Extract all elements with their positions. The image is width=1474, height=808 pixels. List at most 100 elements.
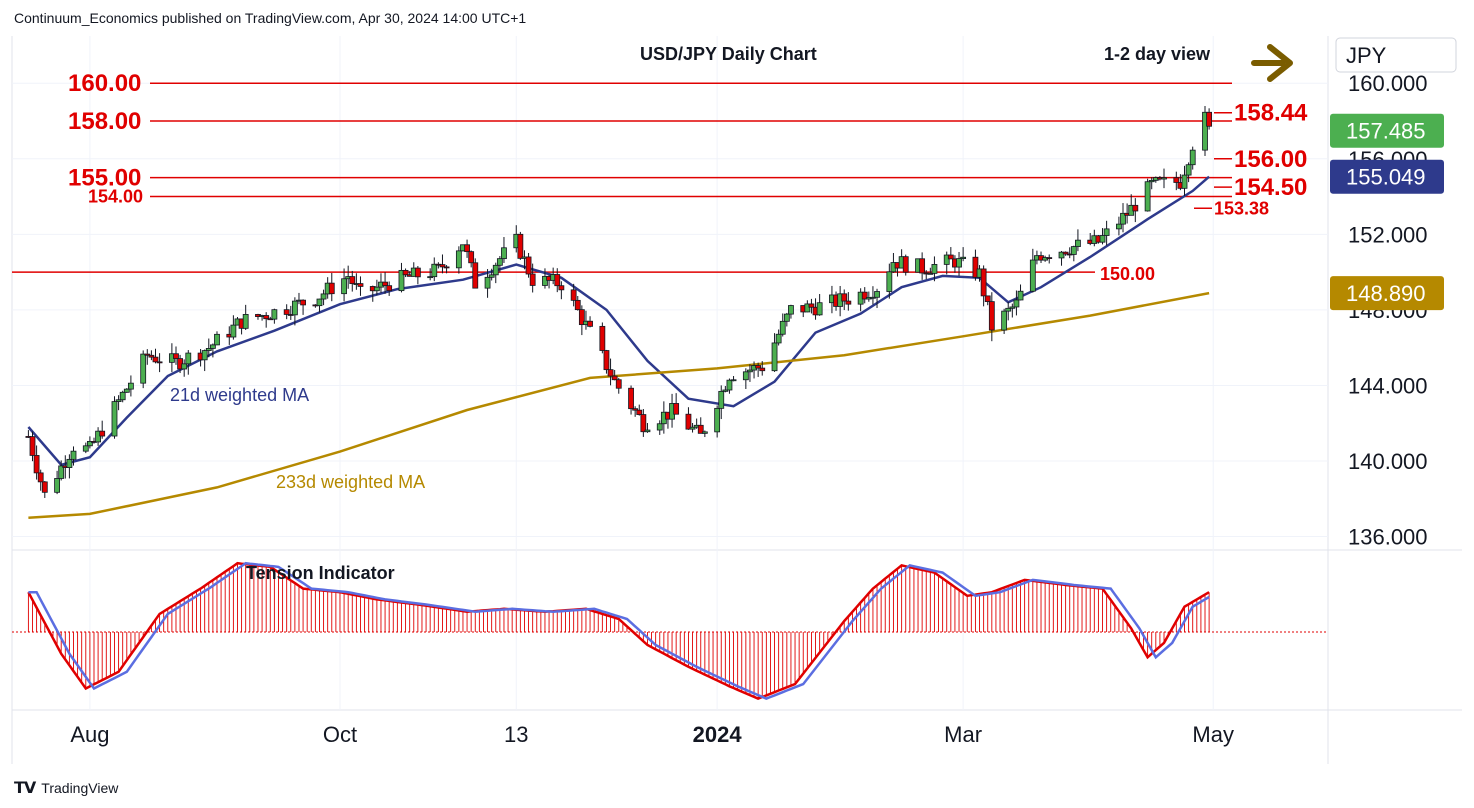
price-badge — [1330, 113, 1444, 148]
candle-up — [1103, 228, 1110, 236]
candle-up — [1120, 212, 1126, 225]
candle-down — [578, 309, 585, 326]
candle-down — [443, 266, 450, 269]
candle-up — [214, 333, 220, 346]
candle-up — [242, 314, 249, 329]
candle-down — [554, 274, 561, 287]
candle-down — [980, 268, 987, 297]
candle-up — [205, 348, 212, 351]
candle-up — [927, 272, 934, 275]
time-tick-label: 2024 — [693, 722, 743, 747]
candle-up — [804, 303, 811, 313]
currency-box[interactable] — [1335, 37, 1457, 73]
candle-up — [542, 275, 548, 286]
candle-down — [382, 281, 388, 287]
candle-up — [427, 276, 434, 279]
candle-down — [558, 285, 565, 291]
candle-up — [956, 258, 962, 268]
candle-up — [66, 458, 73, 468]
price-badge-label: 148.890 — [1346, 281, 1426, 306]
candle-up — [943, 254, 950, 265]
candle-up — [747, 369, 753, 373]
candle-up — [1185, 164, 1192, 176]
candle-up — [1148, 179, 1155, 183]
price-tick-label: 140.000 — [1348, 449, 1428, 474]
candle-down — [263, 315, 270, 320]
candle-down — [685, 413, 692, 430]
candle-down — [603, 350, 610, 371]
candle-down — [525, 256, 532, 275]
candle-up — [209, 344, 216, 349]
currency-label: JPY — [1346, 43, 1387, 68]
ma21-line — [27, 175, 1210, 467]
candle-down — [1062, 251, 1069, 255]
candle-down — [472, 262, 479, 289]
candle-up — [779, 320, 786, 335]
candle-up — [1013, 299, 1020, 308]
candle-down — [414, 267, 421, 278]
price-badge-label: 157.485 — [1346, 119, 1426, 144]
candle-down — [755, 365, 762, 369]
candle-down — [41, 481, 48, 493]
candle-up — [931, 264, 938, 274]
candle-up — [1189, 149, 1196, 166]
candle-up — [230, 324, 237, 338]
candle-up — [181, 363, 188, 370]
candle-down — [529, 273, 536, 286]
candle-up — [726, 379, 733, 391]
view-arrow-icon — [1251, 44, 1293, 82]
tension-line — [27, 561, 1210, 700]
candle-down — [632, 408, 639, 411]
chart-title: USD/JPY Daily Chart — [640, 44, 817, 64]
candle-down — [468, 251, 475, 264]
candle-up — [373, 286, 380, 292]
candle-up — [816, 302, 823, 316]
candle-up — [714, 407, 721, 433]
candle-down — [808, 303, 815, 308]
level-label: 158.44 — [1234, 100, 1308, 127]
candle-up — [54, 478, 60, 493]
candle-down — [37, 472, 44, 483]
candle-down — [173, 353, 179, 359]
candle-up — [1005, 307, 1012, 312]
candle-up — [488, 274, 495, 278]
candle-up — [496, 258, 503, 266]
candle-up — [501, 247, 507, 260]
candle-up — [291, 300, 298, 316]
candle-up — [492, 264, 499, 276]
candle-up — [788, 305, 794, 315]
tradingview-logo[interactable]: 𝗧𝗩 TradingView — [14, 778, 118, 798]
candle-up — [115, 399, 122, 402]
candle-up — [718, 390, 725, 409]
time-tick-label: Mar — [944, 722, 982, 747]
candle-up — [1058, 251, 1065, 259]
candle-down — [1173, 177, 1180, 183]
ma233-annotation: 233d weighted MA — [276, 472, 425, 492]
candle-up — [644, 429, 651, 433]
candle-up — [722, 389, 729, 392]
tradingview-mark-icon: 𝗧𝗩 — [14, 780, 36, 797]
level-label: 154.50 — [1234, 174, 1307, 201]
view-label: 1-2 day view — [1104, 44, 1211, 64]
time-tick-label: Oct — [323, 722, 357, 747]
candle-up — [656, 423, 663, 431]
candle-down — [759, 367, 766, 372]
candle-up — [316, 298, 323, 307]
tension-signal-line — [28, 561, 1210, 700]
candle-up — [689, 426, 696, 430]
candle-down — [697, 424, 704, 434]
candle-up — [455, 250, 462, 269]
candle-up — [201, 350, 208, 361]
level-label: 158.00 — [68, 108, 141, 135]
price-badge — [1330, 276, 1444, 311]
candle-up — [701, 431, 708, 434]
time-tick-label: Aug — [70, 722, 109, 747]
candle-down — [599, 325, 606, 351]
price-tick-label: 160.000 — [1348, 71, 1428, 96]
candle-down — [99, 430, 106, 437]
candle-down — [636, 409, 643, 415]
level-label: 153.38 — [1214, 198, 1269, 218]
candle-down — [517, 233, 524, 259]
candle-up — [886, 271, 893, 292]
